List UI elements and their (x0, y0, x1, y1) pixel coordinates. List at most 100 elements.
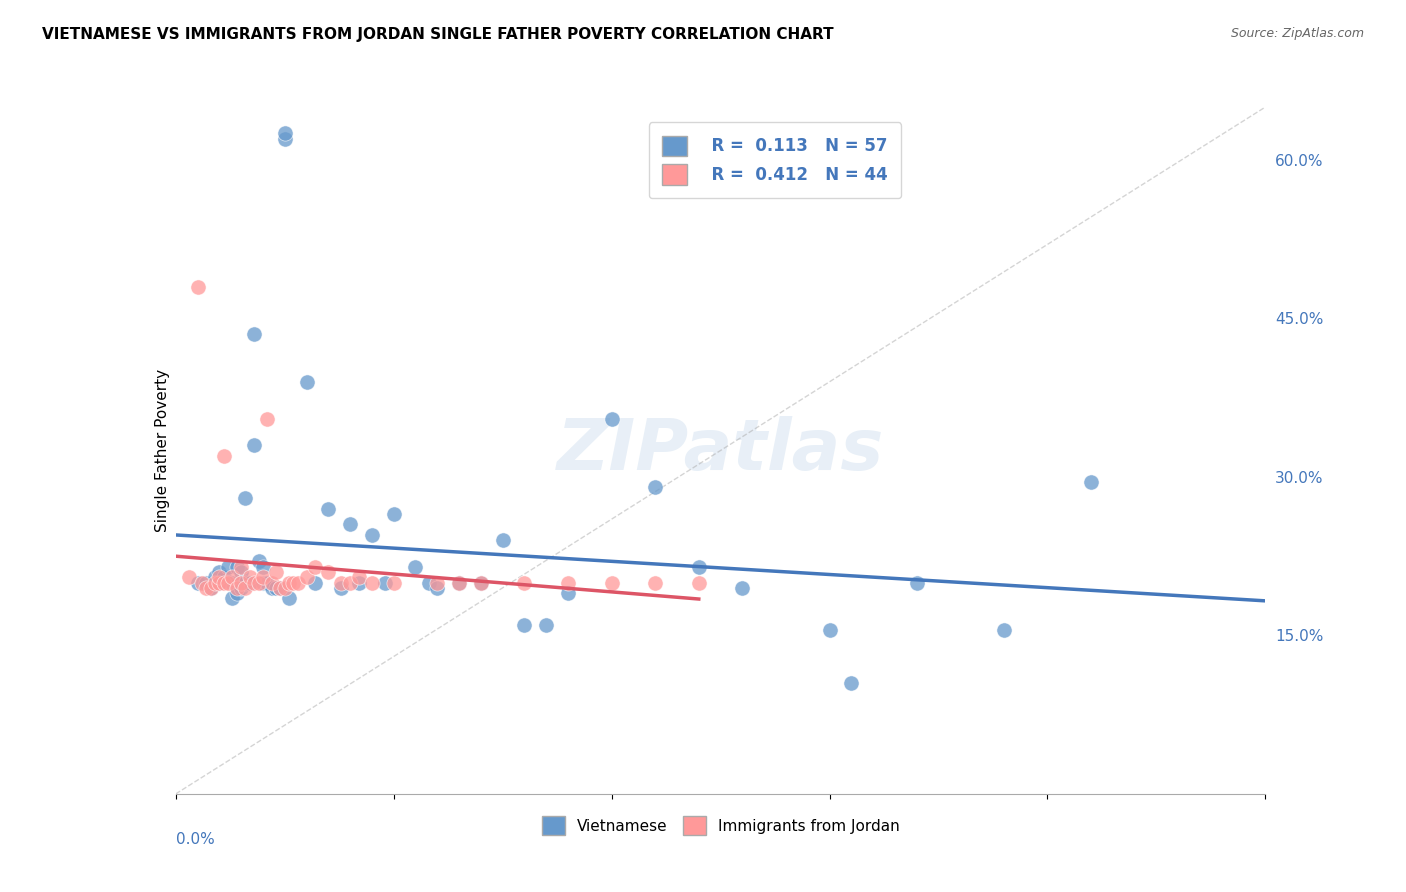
Point (247, 554, 270, 568)
Point (295, 570, 318, 584)
Point (260, 575, 283, 590)
Point (557, 575, 579, 590)
Point (247, 575, 270, 590)
Point (186, 279, 209, 293)
Point (256, 575, 278, 590)
Point (905, 575, 928, 590)
Point (200, 581, 222, 595)
Point (470, 575, 492, 590)
Point (426, 581, 449, 595)
Point (231, 575, 253, 590)
Point (221, 591, 243, 606)
Point (204, 570, 226, 584)
Point (225, 559, 247, 574)
Point (374, 575, 396, 590)
Point (295, 375, 318, 389)
Point (225, 581, 247, 595)
Point (688, 559, 710, 574)
Point (200, 581, 222, 595)
Point (231, 581, 253, 595)
Point (212, 575, 235, 590)
Point (195, 575, 218, 590)
Point (269, 581, 291, 595)
Point (600, 411, 623, 425)
Point (405, 559, 427, 574)
Point (278, 575, 301, 590)
Text: VIETNAMESE VS IMMIGRANTS FROM JORDAN SINGLE FATHER POVERTY CORRELATION CHART: VIETNAMESE VS IMMIGRANTS FROM JORDAN SIN… (42, 27, 834, 42)
Point (339, 517, 361, 532)
Point (513, 575, 536, 590)
Text: ZIPatlas: ZIPatlas (557, 416, 884, 485)
Point (260, 581, 283, 595)
Point (208, 575, 231, 590)
Point (347, 575, 370, 590)
Point (360, 575, 382, 590)
Y-axis label: Single Father Poverty: Single Father Poverty (155, 369, 170, 532)
Point (557, 586, 579, 600)
Point (212, 570, 235, 584)
Point (256, 411, 278, 425)
Point (208, 570, 231, 584)
Point (339, 575, 361, 590)
Point (269, 581, 291, 595)
Point (264, 581, 287, 595)
Point (274, 581, 297, 595)
Point (252, 570, 274, 584)
Point (278, 591, 301, 606)
Point (418, 575, 440, 590)
Point (191, 575, 214, 590)
Point (360, 528, 382, 542)
Point (841, 676, 863, 690)
Legend:   R =  0.113   N = 57,   R =  0.412   N = 44: R = 0.113 N = 57, R = 0.412 N = 44 (648, 122, 901, 198)
Point (688, 575, 710, 590)
Point (217, 559, 239, 574)
Point (426, 575, 449, 590)
Point (382, 507, 405, 521)
Point (330, 575, 353, 590)
Point (204, 575, 226, 590)
Point (235, 491, 257, 505)
Point (243, 327, 266, 342)
Point (225, 586, 247, 600)
Point (534, 617, 557, 632)
Point (382, 575, 405, 590)
Point (304, 559, 326, 574)
Point (217, 575, 239, 590)
Point (212, 449, 235, 463)
Point (644, 480, 666, 494)
Point (283, 575, 305, 590)
Point (195, 581, 218, 595)
Point (1080, 475, 1102, 490)
Point (304, 575, 326, 590)
Point (993, 623, 1015, 637)
Point (470, 575, 492, 590)
Point (243, 575, 266, 590)
Point (318, 565, 340, 579)
Point (221, 575, 243, 590)
Point (239, 570, 262, 584)
Point (347, 570, 370, 584)
Point (818, 623, 841, 637)
Point (492, 533, 515, 548)
Point (264, 565, 287, 579)
Point (447, 575, 470, 590)
Point (235, 575, 257, 590)
Point (177, 570, 200, 584)
Point (274, 132, 297, 146)
Point (221, 570, 243, 584)
Text: Source: ZipAtlas.com: Source: ZipAtlas.com (1230, 27, 1364, 40)
Point (252, 575, 274, 590)
Point (208, 575, 231, 590)
Point (239, 575, 262, 590)
Point (186, 575, 209, 590)
Point (287, 575, 309, 590)
Point (318, 501, 340, 516)
Text: 0.0%: 0.0% (176, 831, 215, 847)
Point (644, 575, 666, 590)
Point (447, 575, 470, 590)
Point (513, 617, 536, 632)
Point (231, 559, 253, 574)
Point (231, 575, 253, 590)
Point (231, 565, 253, 579)
Point (208, 565, 231, 579)
